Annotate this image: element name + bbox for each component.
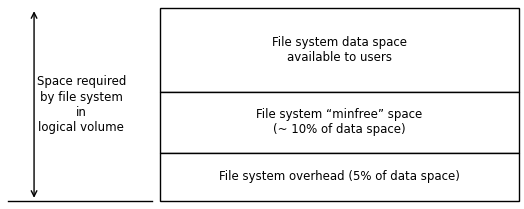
Bar: [160, 8, 519, 92]
Text: File system data space
available to users: File system data space available to user…: [272, 36, 407, 64]
Text: File system overhead (5% of data space): File system overhead (5% of data space): [219, 170, 460, 183]
Text: Space required
by file system
in
logical volume: Space required by file system in logical…: [37, 75, 126, 134]
Bar: [160, 153, 519, 201]
Text: File system “minfree” space
(~ 10% of data space): File system “minfree” space (~ 10% of da…: [256, 108, 422, 136]
Bar: [160, 92, 519, 153]
